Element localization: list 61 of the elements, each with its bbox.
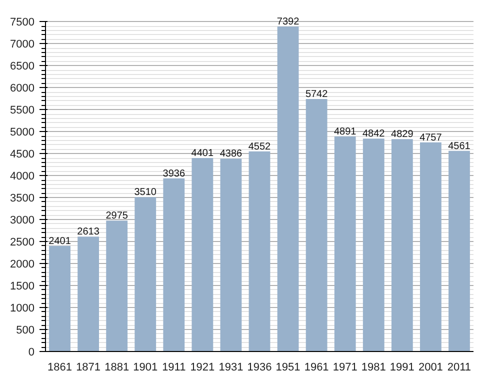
data-label: 7392	[276, 16, 300, 28]
y-tick-label: 4000	[10, 170, 35, 183]
y-tick-label: 6500	[10, 60, 35, 73]
x-tick-label: 1961	[304, 362, 329, 373]
bar	[248, 151, 270, 352]
bar	[334, 136, 356, 352]
x-tick-label: 1981	[361, 362, 386, 373]
y-tick-label: 1000	[10, 302, 35, 315]
y-tick-label: 500	[16, 324, 35, 337]
x-tick-label: 1911	[162, 362, 186, 373]
x-tick-label: 1931	[218, 362, 244, 373]
data-label: 3936	[162, 168, 186, 180]
y-tick-label: 2000	[10, 258, 35, 271]
bar	[49, 246, 70, 352]
y-tick-label: 7500	[10, 16, 35, 29]
x-tick-label: 1971	[332, 362, 358, 373]
data-label: 4842	[362, 128, 386, 140]
bar	[306, 99, 328, 352]
bar	[420, 142, 442, 352]
x-tick-label: 1861	[48, 362, 72, 373]
data-label: 2401	[48, 236, 72, 247]
bar	[362, 138, 384, 352]
y-tick-label: 5000	[10, 126, 35, 139]
bar	[277, 26, 299, 352]
data-label: 5742	[305, 89, 328, 100]
data-label: 4829	[391, 129, 414, 140]
x-tick-label: 1901	[133, 362, 158, 373]
data-label: 2613	[77, 226, 100, 238]
y-tick-label: 3000	[10, 214, 35, 227]
bar	[391, 139, 413, 352]
y-tick-label: 7000	[10, 38, 35, 51]
y-tick-label: 3500	[10, 192, 35, 205]
bar	[163, 178, 185, 352]
data-label: 2975	[106, 210, 128, 222]
y-tick-label: 2500	[10, 236, 35, 249]
x-tick-label: 2011	[447, 362, 472, 373]
bar	[106, 220, 128, 352]
x-tick-label: 1871	[76, 362, 101, 373]
bar	[448, 150, 470, 352]
bar	[220, 158, 242, 352]
data-label: 4891	[334, 126, 357, 138]
y-tick-label: 5500	[10, 104, 35, 117]
x-tick-label: 1991	[390, 362, 414, 373]
data-label: 4401	[191, 148, 214, 159]
y-tick-label: 6000	[10, 82, 35, 95]
x-tick-label: 2001	[418, 362, 443, 373]
bar	[78, 236, 99, 352]
y-tick-label: 0	[28, 346, 35, 358]
y-tick-label: 1500	[10, 280, 35, 293]
x-tick-label: 1921	[190, 362, 215, 373]
data-label: 4552	[248, 141, 272, 152]
x-tick-label: 1951	[276, 362, 300, 373]
data-label: 3510	[134, 187, 157, 198]
x-tick-label: 1936	[247, 362, 272, 373]
data-label: 4757	[420, 132, 442, 144]
data-label: 4386	[220, 148, 243, 160]
x-tick-label: 1881	[104, 362, 130, 373]
y-tick-label: 4500	[10, 148, 35, 161]
bar	[134, 197, 156, 352]
bar	[192, 158, 214, 352]
data-label: 4561	[448, 140, 471, 152]
